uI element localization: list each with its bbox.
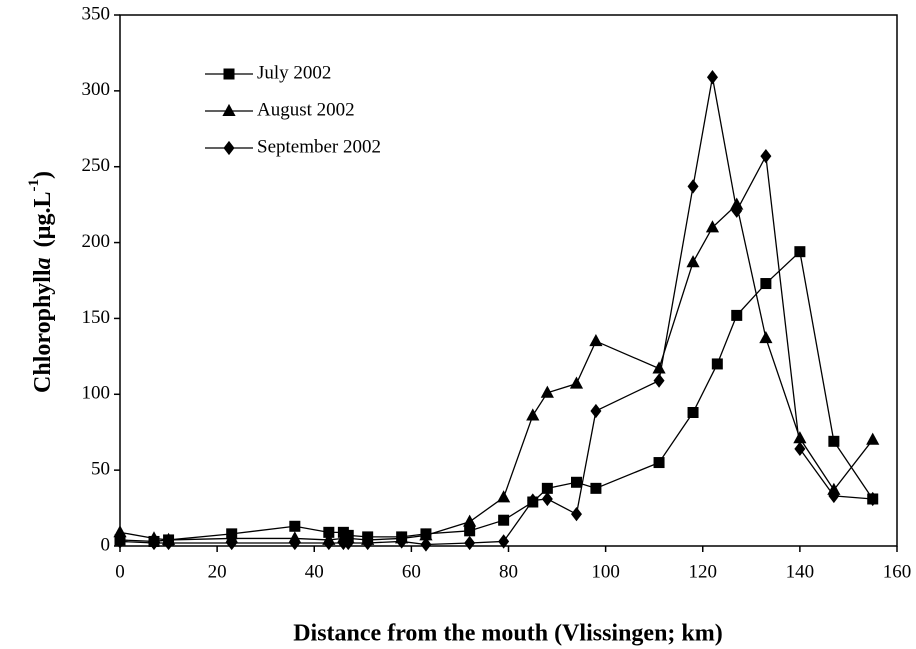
- x-tick-label: 100: [591, 561, 620, 582]
- y-tick-label: 300: [82, 79, 111, 100]
- x-tick-label: 40: [305, 561, 324, 582]
- marker: [731, 203, 743, 218]
- marker: [464, 535, 476, 551]
- marker: [148, 535, 160, 551]
- marker: [222, 103, 236, 116]
- marker: [759, 331, 773, 344]
- series-line: [119, 203, 874, 541]
- y-label-part: (µg.L: [30, 192, 56, 248]
- marker: [570, 476, 582, 488]
- x-tick-label: 20: [208, 561, 227, 582]
- marker: [463, 514, 477, 527]
- marker: [464, 525, 476, 537]
- y-tick-label: 150: [82, 307, 111, 328]
- marker: [705, 220, 720, 233]
- marker: [497, 490, 511, 503]
- marker: [731, 309, 743, 321]
- marker: [653, 457, 665, 469]
- marker: [867, 491, 879, 507]
- marker: [527, 493, 539, 508]
- marker: [760, 278, 772, 290]
- marker: [589, 334, 603, 347]
- marker: [163, 535, 175, 551]
- marker: [687, 406, 699, 418]
- y-tick-label: 200: [82, 231, 111, 252]
- marker: [223, 68, 235, 80]
- marker: [498, 534, 510, 549]
- marker: [687, 179, 699, 194]
- marker: [570, 506, 582, 522]
- marker: [706, 70, 718, 85]
- marker: [396, 534, 408, 549]
- y-label-part: a: [30, 257, 56, 269]
- x-tick-label: 60: [402, 561, 421, 582]
- marker: [540, 385, 554, 398]
- marker: [342, 535, 354, 551]
- marker: [828, 435, 840, 447]
- marker: [760, 148, 772, 164]
- marker: [541, 482, 553, 494]
- marker: [113, 525, 127, 538]
- marker: [526, 408, 540, 421]
- marker: [653, 373, 665, 388]
- marker: [711, 358, 723, 370]
- x-tick-label: 140: [786, 561, 815, 582]
- marker: [419, 528, 433, 541]
- y-tick-label: 0: [101, 534, 111, 555]
- y-label-part: Chlorophyll: [30, 269, 56, 393]
- y-tick-label: 100: [82, 383, 111, 404]
- marker: [289, 520, 301, 532]
- x-tick-label: 120: [689, 561, 718, 582]
- x-tick-label: 0: [115, 561, 125, 582]
- x-tick-label: 80: [499, 561, 518, 582]
- marker: [828, 488, 840, 504]
- x-tick-label: 160: [883, 561, 912, 582]
- marker: [686, 255, 700, 268]
- legend-label: August 2002: [257, 99, 355, 120]
- y-label-part: ): [30, 171, 56, 179]
- marker: [114, 534, 126, 549]
- marker: [866, 432, 880, 445]
- y-label-part: -1: [26, 179, 42, 192]
- marker: [323, 535, 335, 551]
- marker: [793, 431, 807, 444]
- marker: [323, 526, 335, 538]
- y-tick-label: 250: [82, 155, 111, 176]
- marker: [590, 482, 602, 494]
- marker: [569, 376, 584, 389]
- marker: [226, 535, 238, 551]
- marker: [223, 140, 235, 156]
- marker: [730, 197, 744, 210]
- marker: [289, 535, 301, 551]
- marker: [362, 535, 374, 551]
- legend-label: July 2002: [257, 62, 331, 83]
- marker: [794, 441, 806, 457]
- marker: [420, 537, 432, 552]
- marker: [652, 361, 666, 374]
- marker: [590, 403, 602, 419]
- marker: [541, 491, 553, 507]
- legend-label: September 2002: [257, 136, 381, 157]
- series-line: [119, 250, 874, 543]
- x-axis-label: Distance from the mouth (Vlissingen; km): [293, 621, 723, 647]
- y-tick-label: 350: [82, 3, 111, 24]
- y-tick-label: 50: [91, 459, 110, 480]
- marker: [498, 514, 510, 526]
- marker: [794, 246, 806, 258]
- y-axis-label: Chlorophylla (µg.L-1): [26, 171, 55, 393]
